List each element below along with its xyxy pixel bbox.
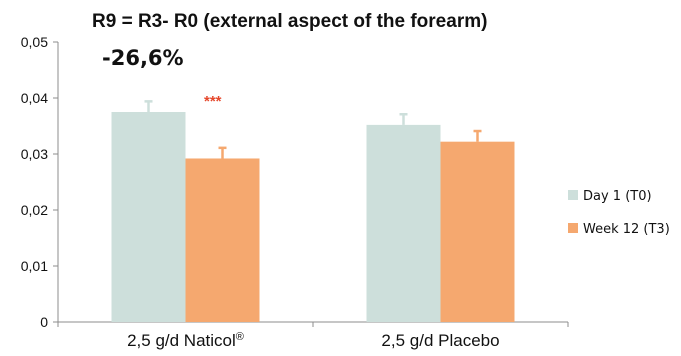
bar-week12-placebo: [440, 141, 515, 322]
y-tick-label: 0,04: [21, 90, 48, 106]
y-axis: 0 0,01 0,02 0,03 0,04 0,05: [21, 34, 59, 330]
legend-label-week12: Week 12 (T3): [583, 222, 670, 237]
legend-swatch-week12: [568, 223, 578, 233]
significance-annotation: ***: [204, 93, 222, 110]
x-axis-ticks: 2,5 g/d Naticol® 2,5 g/d Placebo: [57, 322, 569, 350]
y-tick-label: 0: [40, 314, 48, 330]
bar-week12-naticol: [185, 158, 260, 322]
x-tick-label: 2,5 g/d Naticol®: [127, 331, 244, 350]
bar-day1-naticol: [111, 112, 186, 322]
y-tick-label: 0,05: [21, 34, 48, 50]
x-axis: 2,5 g/d Naticol® 2,5 g/d Placebo: [57, 321, 569, 350]
chart-title: R9 = R3- R0 (external aspect of the fore…: [92, 11, 487, 32]
legend-label-day1: Day 1 (T0): [583, 189, 652, 204]
x-tick-label: 2,5 g/d Placebo: [381, 331, 499, 350]
y-tick-label: 0,02: [21, 202, 48, 218]
bar-day1-placebo: [366, 124, 441, 322]
y-tick-label: 0,01: [21, 258, 48, 274]
y-axis-ticks: 0 0,01 0,02 0,03 0,04 0,05: [21, 34, 58, 330]
legend-swatch-day1: [568, 190, 578, 200]
percent-change-annotation: -26,6%: [102, 46, 184, 70]
y-tick-label: 0,03: [21, 146, 48, 162]
bars-group: [111, 100, 515, 322]
legend: Day 1 (T0) Week 12 (T3): [568, 189, 670, 237]
